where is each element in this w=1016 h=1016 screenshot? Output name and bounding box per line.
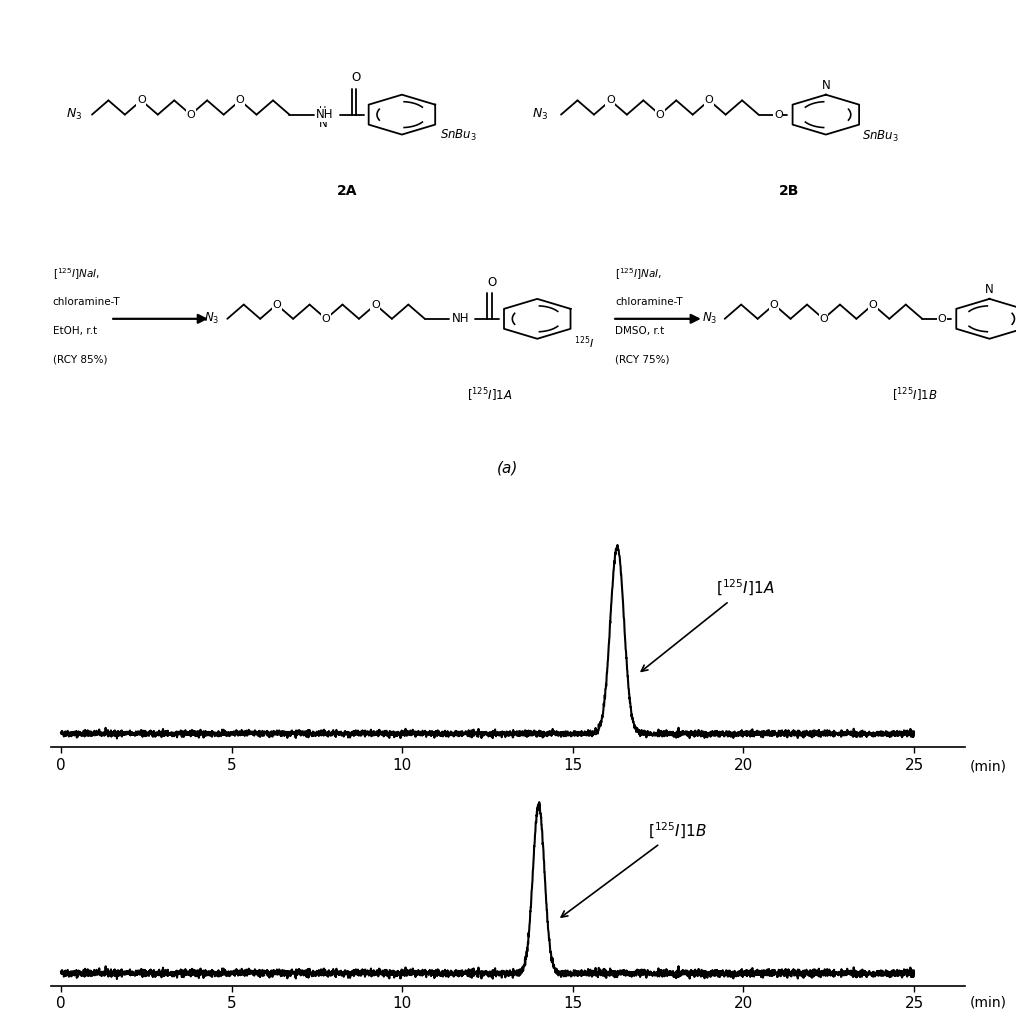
Text: (min): (min) <box>969 996 1007 1010</box>
Text: $N_3$: $N_3$ <box>701 311 717 326</box>
Text: $[^{125}I]1A$: $[^{125}I]1A$ <box>467 386 512 403</box>
Text: O: O <box>938 314 946 324</box>
Text: 2B: 2B <box>779 184 800 197</box>
Text: O: O <box>352 71 361 84</box>
Text: O: O <box>869 300 877 310</box>
Text: O: O <box>322 314 330 324</box>
Text: O: O <box>487 276 496 290</box>
Text: (min): (min) <box>969 759 1007 773</box>
Text: O: O <box>655 110 664 120</box>
Text: O: O <box>770 300 778 310</box>
Text: $^{125}I$: $^{125}I$ <box>574 334 594 352</box>
Text: NH: NH <box>452 312 469 325</box>
Text: O: O <box>272 300 281 310</box>
Text: (a): (a) <box>497 460 519 475</box>
Text: EtOH, r.t: EtOH, r.t <box>53 326 97 335</box>
Text: $SnBu_3$: $SnBu_3$ <box>440 128 477 143</box>
Text: $[^{125}I]1A$: $[^{125}I]1A$ <box>641 578 774 672</box>
Text: O: O <box>774 110 782 120</box>
Text: chloramine-T: chloramine-T <box>53 298 120 307</box>
Text: $[^{125}I]NaI,$: $[^{125}I]NaI,$ <box>53 266 100 281</box>
Text: O: O <box>137 96 145 106</box>
Text: DMSO, r.t: DMSO, r.t <box>615 326 664 335</box>
Text: N: N <box>986 283 994 297</box>
Text: $N_3$: $N_3$ <box>204 311 219 326</box>
Text: $[^{125}I]1B$: $[^{125}I]1B$ <box>561 821 706 917</box>
Text: (RCY 85%): (RCY 85%) <box>53 355 107 364</box>
Text: (RCY 75%): (RCY 75%) <box>615 355 670 364</box>
Text: NH: NH <box>316 108 334 121</box>
Text: O: O <box>236 96 245 106</box>
Text: H: H <box>319 106 326 116</box>
Text: 2A: 2A <box>337 184 358 197</box>
Text: O: O <box>606 96 615 106</box>
Text: $[^{125}I]1B$: $[^{125}I]1B$ <box>892 386 938 403</box>
Text: O: O <box>705 96 713 106</box>
Text: $SnBu_3$: $SnBu_3$ <box>862 129 899 144</box>
Text: N: N <box>822 79 830 92</box>
Text: O: O <box>186 110 195 120</box>
Text: O: O <box>371 300 380 310</box>
Text: N: N <box>319 117 327 130</box>
Text: $N_3$: $N_3$ <box>66 107 81 122</box>
Text: chloramine-T: chloramine-T <box>615 298 683 307</box>
Text: $N_3$: $N_3$ <box>532 107 548 122</box>
Text: $[^{125}I]NaI,$: $[^{125}I]NaI,$ <box>615 266 662 281</box>
Text: O: O <box>819 314 828 324</box>
